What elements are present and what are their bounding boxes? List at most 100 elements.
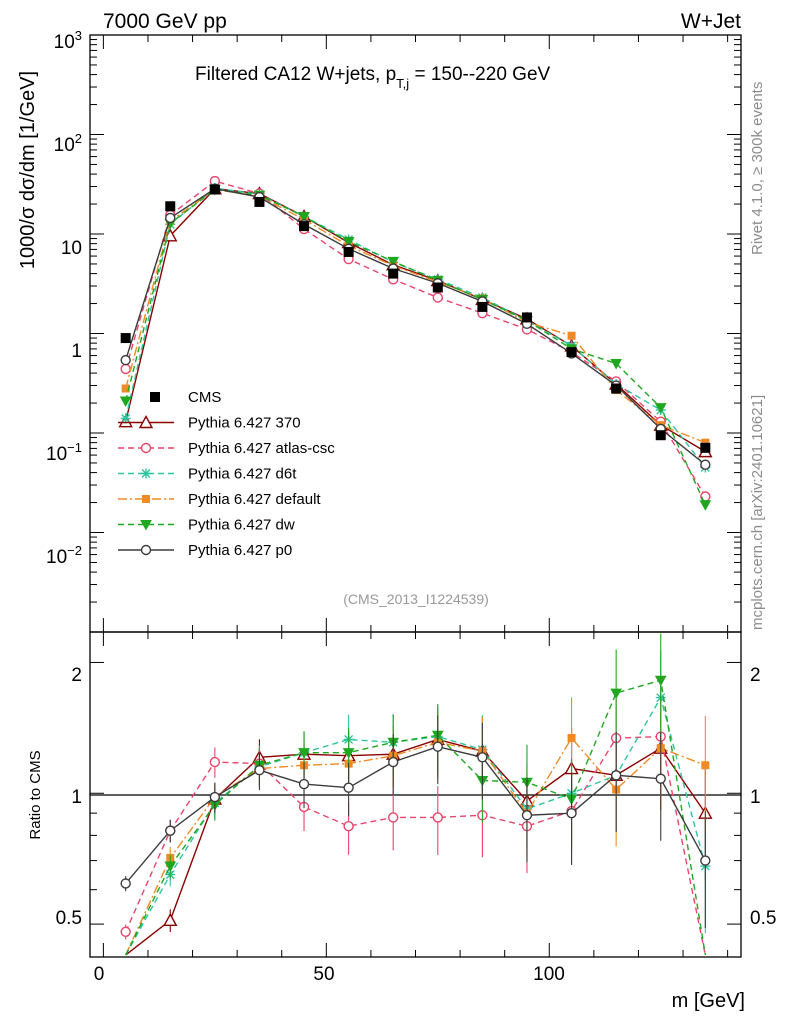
ratio-line-pythia-6-427-atlas-csc [125, 735, 707, 956]
data-point-6 [388, 268, 399, 279]
ratio-tick-label-0.5: 0.5 [56, 908, 82, 929]
y-tick-label-1e2: 102 [54, 131, 82, 156]
legend-label-pythia-6-427-370: Pythia 6.427 370 [188, 415, 301, 432]
series-point-pythia-6-427-dw-13 [699, 500, 712, 511]
legend-marker-pythia-6-427-370 [138, 415, 154, 429]
ratio-point-pythia-6-427-dw-11 [610, 688, 623, 700]
series-point-pythia-6-427-p0-1 [165, 212, 176, 224]
axis-ticks [90, 34, 741, 957]
ratio-line-pythia-6-427-p0 [125, 745, 706, 884]
y-tick-label-1e-1: 10−1 [46, 440, 82, 465]
rivet-side-label: Rivet 4.1.0, ≥ 300k events [749, 82, 766, 255]
ratio-point-pythia-6-427-dw-12 [654, 675, 667, 687]
data-point-11 [611, 383, 622, 394]
series-point-pythia-6-427-dw-6 [387, 256, 400, 268]
ratio-line-pythia-6-427-default [125, 736, 706, 956]
ratio-point-pythia-6-427-atlas-csc-2 [209, 756, 221, 768]
ratio-point-pythia-6-427-dw-4 [298, 748, 310, 759]
ratio-tick-label-2: 2 [71, 665, 82, 686]
legend-label-pythia-6-427-d6t: Pythia 6.427 d6t [188, 466, 297, 483]
legend-label-pythia-6-427-atlas-csc: Pythia 6.427 atlas-csc [188, 440, 335, 457]
ratio-point-pythia-6-427-p0-0 [120, 878, 131, 889]
ratio-point-pythia-6-427-p0-7 [432, 741, 443, 752]
ratio-point-pythia-6-427-dw-1 [164, 861, 177, 873]
y-axis-label: 1000/σ dσ/dm [1/GeV] [17, 71, 39, 269]
x-tick-label-50: 50 [313, 964, 334, 985]
series-point-pythia-6-427-d6t-0 [120, 413, 131, 424]
legend: CMS Pythia 6.427 370 Pythia 6.427 atlas-cs… [118, 389, 335, 559]
legend-label-pythia-6-427-default: Pythia 6.427 default [188, 491, 321, 508]
ratio-y-axis-label: Ratio to CMS [27, 750, 44, 839]
chart-title-sub: T,j [396, 76, 409, 91]
ratio-point-pythia-6-427-370-1 [163, 912, 178, 927]
data-point-13 [700, 442, 711, 453]
legend-marker-pythia-6-427-atlas-csc [140, 442, 152, 454]
series-line-pythia-6-427-dw [124, 188, 706, 506]
ratio-point-pythia-6-427-p0-8 [477, 752, 488, 763]
series-point-pythia-6-427-dw-12 [654, 403, 667, 414]
legend-label-pythia-6-427-p0: Pythia 6.427 p0 [188, 542, 292, 559]
y-tick-label-1e-2: 10−2 [46, 543, 82, 568]
legend-marker-data [150, 392, 160, 402]
data-point-4 [299, 221, 310, 232]
series-point-pythia-6-427-dw-4 [298, 211, 310, 223]
ratio-point-pythia-6-427-p0-9 [521, 810, 533, 821]
ratio-point-pythia-6-427-atlas-csc-0 [120, 926, 131, 937]
ratio-point-pythia-6-427-default-13 [701, 761, 710, 770]
ratio-point-pythia-6-427-p0-11 [610, 770, 622, 781]
ratio-tick-label-1: 1 [71, 787, 82, 808]
legend-marker-pythia-6-427-default [142, 495, 150, 503]
series-line-pythia-6-427-atlas-csc [124, 180, 706, 497]
ratio-point-pythia-6-427-p0-5 [343, 782, 354, 793]
series-point-pythia-6-427-dw-0 [119, 396, 132, 407]
ratio-point-pythia-6-427-atlas-csc-5 [343, 820, 354, 832]
legend-label-data: CMS [188, 389, 221, 406]
ratio-point-pythia-6-427-atlas-csc-7 [432, 812, 443, 823]
header-right-label: W+Jet [681, 10, 741, 33]
main-series-group [118, 175, 713, 511]
ratio-point-pythia-6-427-p0-4 [298, 778, 310, 790]
axis-tick-labels: 0 50 100 103 102 10 1 10−1 10−2 2 1 0.5 … [46, 28, 776, 985]
data-point-0 [120, 333, 131, 344]
data-point-10 [566, 347, 577, 358]
series-line-pythia-6-427-d6t [124, 187, 706, 468]
ratio-tick-label-2-right: 2 [750, 665, 761, 686]
series-point-pythia-6-427-default-0 [121, 384, 130, 393]
data-point-3 [254, 196, 265, 207]
legend-marker-pythia-6-427-p0 [140, 544, 152, 556]
ratio-tick-label-1-right: 1 [750, 787, 761, 808]
x-tick-label-100: 100 [533, 964, 565, 985]
header-left-label: 7000 GeV pp [103, 10, 227, 33]
series-point-pythia-6-427-atlas-csc-7 [432, 292, 443, 303]
series-point-pythia-6-427-p0-13 [700, 459, 711, 470]
data-point-8 [477, 301, 488, 312]
ratio-point-pythia-6-427-p0-13 [700, 855, 711, 866]
ratio-point-pythia-6-427-p0-6 [388, 756, 399, 768]
y-tick-label-10: 10 [61, 238, 82, 259]
series-line-pythia-6-427-default [124, 188, 706, 444]
ratio-tick-label-0.5-right: 0.5 [750, 908, 776, 929]
chart-title: Filtered CA12 W+jets, pT,j = 150--220 Ge… [195, 64, 551, 91]
data-point-7 [432, 282, 443, 293]
y-tick-label-1: 1 [71, 341, 82, 362]
series-point-pythia-6-427-atlas-csc-0 [120, 363, 131, 375]
ratio-point-pythia-6-427-p0-2 [209, 791, 221, 803]
ratio-point-pythia-6-427-p0-1 [165, 825, 176, 836]
series-point-pythia-6-427-p0-0 [120, 354, 131, 366]
data-point-12 [655, 430, 666, 441]
series-line-pythia-6-427-370 [124, 188, 706, 453]
ratio-point-pythia-6-427-dw-5 [342, 748, 355, 759]
series-point-pythia-6-427-default-13 [701, 438, 710, 447]
chart-title-main: Filtered CA12 W+jets, p [195, 64, 396, 85]
ratio-point-pythia-6-427-p0-3 [254, 764, 265, 776]
data-point-1 [165, 201, 176, 212]
series-line-pythia-6-427-p0 [125, 188, 706, 466]
mcplots-side-label: mcplots.cern.ch [arXiv:2401.10621] [749, 395, 766, 630]
ratio-point-pythia-6-427-p0-10 [566, 807, 577, 819]
ratio-series-group [120, 633, 713, 956]
x-axis-label: m [GeV] [672, 990, 745, 1012]
legend-marker-pythia-6-427-dw [140, 520, 152, 531]
series-point-pythia-6-427-dw-11 [610, 358, 623, 370]
x-tick-label-0: 0 [94, 964, 105, 985]
